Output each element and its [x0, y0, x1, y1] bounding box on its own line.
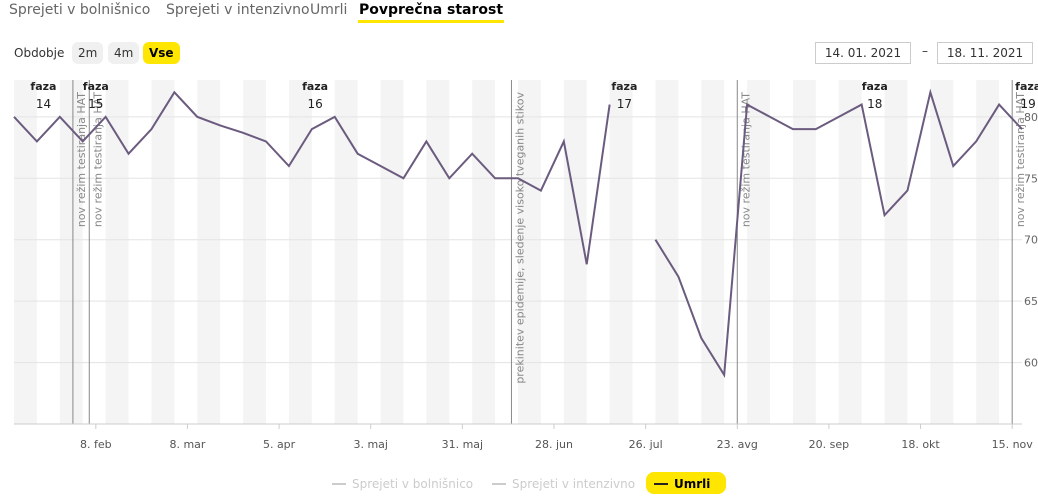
- week-band: [563, 80, 587, 424]
- week-band: [472, 80, 496, 424]
- period-4m-button[interactable]: 4m: [108, 42, 140, 64]
- x-tick-label: 3. maj: [353, 438, 388, 451]
- x-tick-label: 28. jun: [535, 438, 573, 451]
- series-line-deaths: [13, 90, 611, 265]
- date-from-field[interactable]: 14. 01. 2021: [815, 42, 911, 64]
- x-tick-label: 5. apr: [263, 438, 296, 451]
- phase-label-title: faza: [862, 80, 888, 93]
- x-tick-label: 15. nov: [992, 438, 1034, 451]
- annotation-text: nov režim testiranja HAT: [75, 92, 88, 227]
- legend-label: Umrli: [674, 477, 710, 491]
- legend-item-1[interactable]: Sprejeti v intenzivno: [492, 477, 635, 491]
- x-tick-label: 26. jul: [629, 438, 663, 451]
- phase-label-number: 18: [867, 97, 882, 111]
- week-band: [792, 80, 816, 424]
- phase-label-number: 17: [617, 97, 632, 111]
- annotation-text: prekinitev epidemije, sledenje visoko tv…: [513, 92, 526, 384]
- phase-labels: faza 14 faza 15 faza 16 faza 17 faza 18 faza 19: [30, 80, 1038, 111]
- phase-label-number: 16: [307, 97, 322, 111]
- x-tick-label: 8. feb: [80, 438, 112, 451]
- date-separator: –: [922, 44, 928, 58]
- average-age-chart: nov režim testiranja HAT nov režim testir…: [13, 80, 1038, 494]
- phase-label-number: 15: [88, 97, 103, 111]
- week-band: [243, 80, 266, 424]
- annotation-labels: nov režim testiranja HAT nov režim testir…: [75, 92, 1027, 384]
- phase-label-number: 19: [1021, 97, 1036, 111]
- y-axis: 60 65 70 75 80: [1024, 111, 1038, 370]
- week-band: [838, 80, 862, 424]
- week-band: [288, 80, 312, 424]
- legend: Sprejeti v bolnišnico Sprejeti v intenziv…: [332, 472, 726, 494]
- x-tick-label: 18. okt: [901, 438, 940, 451]
- week-bands: [14, 80, 1000, 424]
- week-band: [105, 80, 129, 424]
- week-band: [380, 80, 404, 424]
- y-tick-label: 75: [1024, 172, 1038, 185]
- y-tick-label: 65: [1024, 295, 1038, 308]
- legend-highlight: [646, 472, 726, 494]
- y-tick-label: 80: [1024, 111, 1038, 124]
- phase-label-title: faza: [302, 80, 328, 93]
- week-band: [609, 80, 633, 424]
- x-tick-label: 23. avg: [717, 438, 758, 451]
- x-tick-label: 20. sep: [809, 438, 849, 451]
- period-label: Obdobje: [14, 46, 65, 60]
- legend-item-2[interactable]: Umrli: [646, 472, 726, 494]
- week-band: [426, 80, 450, 424]
- week-band: [59, 80, 83, 424]
- x-axis: 8. feb 8. mar 5. apr 3. maj 31. maj 28. jun 26…: [14, 423, 1034, 451]
- annotation-text: nov režim testiranja HAT: [739, 92, 752, 227]
- series-layer: [13, 88, 1023, 378]
- week-band: [518, 80, 541, 424]
- tab-bar: Sprejeti v bolnišnico Sprejeti v intenzi…: [0, 0, 1038, 26]
- tab-icu-admissions[interactable]: Sprejeti v intenzivno: [166, 2, 310, 18]
- tab-average-age[interactable]: Povprečna starost: [358, 2, 505, 23]
- legend-label: Sprejeti v bolnišnico: [352, 477, 473, 491]
- y-tick-label: 70: [1024, 234, 1038, 247]
- week-band: [151, 80, 175, 424]
- phase-label-number: 14: [36, 97, 51, 111]
- week-band: [655, 80, 679, 424]
- legend-item-0[interactable]: Sprejeti v bolnišnico: [332, 477, 473, 491]
- week-band: [197, 80, 221, 424]
- week-band: [701, 80, 725, 424]
- annotation-text: nov režim testiranja HAT: [91, 92, 104, 227]
- phase-label-title: faza: [1015, 80, 1038, 93]
- tab-hospital-admissions[interactable]: Sprejeti v bolnišnico: [9, 2, 151, 18]
- week-band: [14, 80, 37, 424]
- phase-lines: [72, 80, 1013, 424]
- x-tick-label: 8. mar: [169, 438, 205, 451]
- y-tick-label: 60: [1024, 357, 1038, 370]
- phase-label-title: faza: [83, 80, 109, 93]
- tab-deaths[interactable]: Umrli: [310, 2, 348, 18]
- week-band: [930, 80, 954, 424]
- period-all-button[interactable]: Vse: [143, 42, 180, 64]
- period-2m-button[interactable]: 2m: [72, 42, 104, 64]
- week-band: [747, 80, 770, 424]
- x-tick-label: 31. maj: [442, 438, 484, 451]
- phase-label-title: faza: [30, 80, 56, 93]
- week-band: [884, 80, 908, 424]
- week-band: [976, 80, 1000, 424]
- legend-label: Sprejeti v intenzivno: [512, 477, 635, 491]
- series-line-deaths: [654, 88, 1023, 378]
- date-to-field[interactable]: 18. 11. 2021: [937, 42, 1033, 64]
- week-band: [334, 80, 358, 424]
- phase-label-title: faza: [611, 80, 637, 93]
